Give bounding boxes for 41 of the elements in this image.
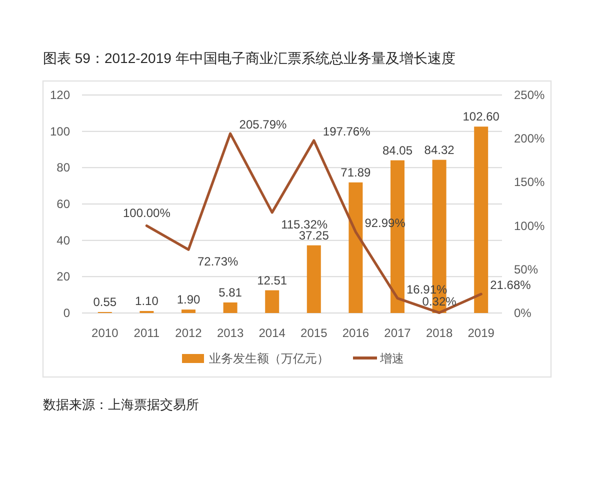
legend-label: 业务发生额（万亿元） xyxy=(209,352,329,366)
x-tick: 2015 xyxy=(300,326,328,340)
y2-tick: 250% xyxy=(514,88,545,102)
data-label: 1.90 xyxy=(176,292,200,307)
annotation: 数据来源：上海票据交易所 xyxy=(43,397,199,412)
data-label: 84.32 xyxy=(424,142,454,157)
y-tick: 100 xyxy=(50,124,70,138)
y2-tick: 200% xyxy=(514,132,545,146)
y-tick: 0 xyxy=(63,306,70,320)
x-tick: 2011 xyxy=(134,326,160,340)
data-label: 84.05 xyxy=(382,143,413,158)
x-tick: 2018 xyxy=(426,326,453,340)
data-label: 1.10 xyxy=(135,294,158,308)
y-tick: 40 xyxy=(56,233,70,248)
y2-tick: 0% xyxy=(514,306,532,320)
legend-label: 增速 xyxy=(380,352,404,366)
y2-tick: 150% xyxy=(514,175,545,190)
data-label: 0.55 xyxy=(93,295,117,309)
data-label: 100.00% xyxy=(123,206,170,220)
x-tick: 2017 xyxy=(384,326,411,340)
y2-tick: 50% xyxy=(514,262,538,276)
data-label: 72.73% xyxy=(198,254,238,269)
data-label: 102.60 xyxy=(462,110,500,124)
data-label: 12.51 xyxy=(257,273,288,288)
data-label: 197.76% xyxy=(322,124,370,139)
data-label: 71.89 xyxy=(340,165,371,180)
data-label: 205.79% xyxy=(239,118,287,132)
y-tick: 60 xyxy=(56,197,70,211)
y-tick: 120 xyxy=(50,88,70,102)
x-tick: 2016 xyxy=(342,326,370,340)
y2-tick: 100% xyxy=(514,218,545,233)
x-tick: 2012 xyxy=(175,326,202,340)
y-tick: 80 xyxy=(56,160,70,175)
data-label: 21.68% xyxy=(490,278,531,292)
title: 图表 59：2012-2019 年中国电子商业汇票系统总业务量及增长速度 xyxy=(43,50,456,66)
x-tick: 2013 xyxy=(216,326,244,340)
x-tick: 2014 xyxy=(258,326,286,340)
x-tick: 2010 xyxy=(92,326,118,340)
x-tick: 2019 xyxy=(468,326,494,340)
y-tick: 20 xyxy=(56,270,70,284)
data-label: 5.81 xyxy=(218,285,242,300)
